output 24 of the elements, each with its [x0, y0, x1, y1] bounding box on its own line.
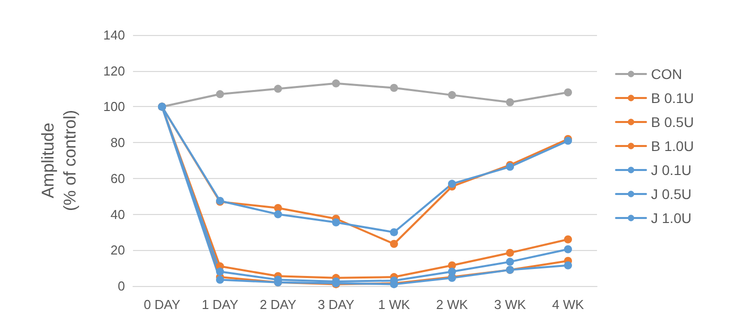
- legend-label: B 1.0U: [651, 138, 694, 154]
- x-tick-label: 2 WK: [436, 297, 468, 312]
- x-tick-label: 0 DAY: [144, 297, 181, 312]
- y-tick-label: 120: [103, 63, 125, 78]
- legend-label: B 0.1U: [651, 90, 694, 106]
- y-tick-label: 20: [110, 242, 125, 258]
- legend-label: J 1.0U: [651, 210, 692, 226]
- x-tick-label: 2 DAY: [260, 297, 297, 312]
- x-tick-label: 1 DAY: [202, 297, 239, 312]
- legend-label: J 0.1U: [651, 162, 692, 178]
- y-tick-label: 60: [110, 170, 125, 186]
- legend-label: CON: [651, 66, 682, 82]
- legend-label: J 0.5U: [651, 186, 692, 202]
- y-tick-label: 140: [103, 28, 125, 42]
- legend-label: B 0.5U: [651, 114, 694, 130]
- x-tick-label: 4 WK: [552, 297, 584, 312]
- y-axis-title: Amplitude (% of control): [38, 110, 80, 212]
- x-tick-label: 3 WK: [494, 297, 526, 312]
- x-tick-label: 3 DAY: [318, 297, 355, 312]
- y-tick-label: 40: [110, 206, 125, 222]
- y-tick-label: 80: [110, 135, 125, 150]
- y-tick-label: 0: [118, 278, 125, 294]
- x-tick-label: 1 WK: [378, 297, 410, 312]
- y-tick-label: 100: [103, 99, 125, 114]
